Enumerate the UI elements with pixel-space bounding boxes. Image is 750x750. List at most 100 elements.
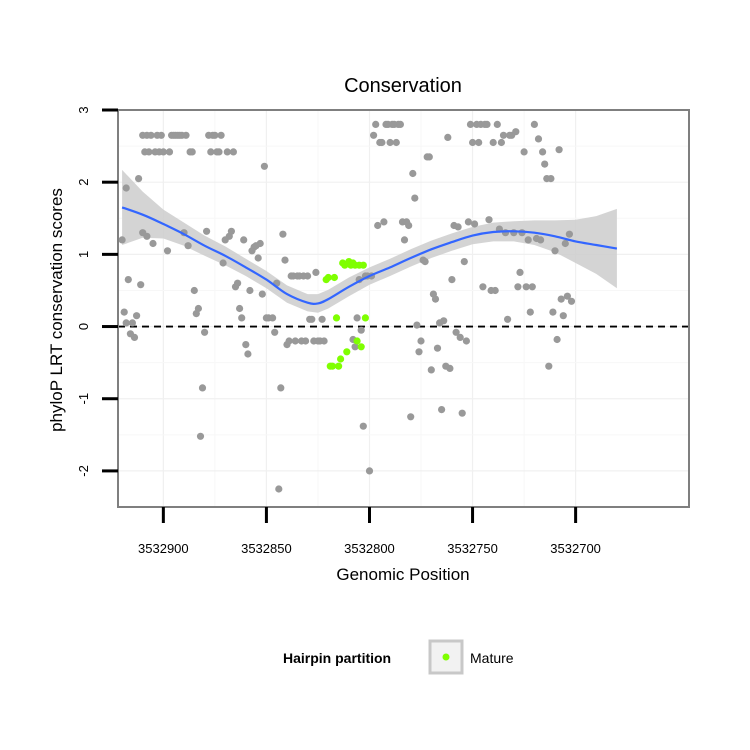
- legend: Hairpin partition Mature: [283, 639, 514, 675]
- y-axis: -2 -1 0 1 2 3: [76, 106, 118, 477]
- data-point: [534, 135, 543, 143]
- x-axis: 3532900 3532850 3532800 3532750 3532700: [138, 507, 601, 556]
- data-point: [499, 131, 508, 139]
- data-point: [528, 283, 536, 291]
- data-point: [234, 279, 242, 287]
- data-point: [512, 128, 520, 136]
- data-point: [497, 138, 505, 147]
- data-point: [545, 362, 553, 370]
- data-point: [184, 242, 192, 250]
- data-point: [217, 131, 225, 139]
- data-point: [374, 221, 382, 230]
- data-point: [452, 328, 460, 336]
- mature-point: [343, 348, 351, 356]
- data-point: [456, 333, 464, 341]
- data-point: [504, 315, 512, 323]
- data-point: [120, 308, 128, 316]
- data-point: [396, 120, 404, 128]
- data-point: [409, 169, 417, 178]
- y-axis-title: phyloP LRT conservation scores: [47, 188, 66, 432]
- y-tick-label: -1: [76, 393, 91, 405]
- data-point: [559, 312, 567, 320]
- data-point: [149, 239, 157, 248]
- data-point: [444, 133, 452, 141]
- data-point: [471, 220, 479, 228]
- data-point: [411, 194, 419, 202]
- data-point: [485, 216, 493, 224]
- data-point: [304, 272, 312, 280]
- data-point: [194, 304, 202, 313]
- data-point: [254, 254, 262, 262]
- data-point: [537, 236, 545, 244]
- data-point: [351, 343, 359, 351]
- data-point: [291, 337, 299, 345]
- data-point: [475, 138, 483, 147]
- x-tick-label: 3532850: [241, 541, 292, 556]
- data-point: [433, 344, 442, 352]
- smooth-curve-layer: [121, 206, 618, 305]
- data-point: [469, 138, 477, 147]
- data-point: [359, 422, 367, 430]
- mature-point: [361, 314, 369, 322]
- data-point: [246, 286, 254, 295]
- mature-point: [359, 261, 367, 269]
- data-point: [466, 120, 475, 128]
- mature-point: [357, 343, 365, 351]
- data-point: [454, 223, 462, 231]
- data-point: [567, 297, 576, 305]
- y-tick-label: 2: [76, 179, 91, 186]
- y-tick-label: 1: [76, 251, 91, 258]
- data-point: [400, 236, 409, 244]
- confidence-band: [122, 169, 617, 313]
- data-point: [357, 326, 365, 334]
- data-point: [551, 247, 559, 255]
- data-point: [549, 308, 557, 316]
- data-point: [489, 138, 497, 147]
- data-point: [372, 120, 380, 128]
- data-point: [275, 485, 283, 493]
- data-point: [427, 366, 435, 374]
- data-point: [240, 236, 248, 244]
- data-point: [565, 230, 574, 238]
- data-point: [555, 146, 563, 154]
- data-point: [464, 218, 472, 226]
- data-point: [312, 268, 320, 276]
- data-point: [448, 276, 456, 284]
- data-point: [405, 221, 413, 230]
- data-point: [462, 337, 470, 345]
- mature-point: [337, 355, 345, 363]
- x-tick-label: 3532700: [550, 541, 601, 556]
- legend-title: Hairpin partition: [283, 650, 391, 666]
- data-point: [458, 409, 466, 417]
- plot-background: [118, 110, 689, 507]
- data-point: [431, 295, 440, 303]
- data-point: [413, 321, 421, 329]
- data-point: [440, 317, 448, 325]
- data-point: [353, 314, 361, 322]
- data-point: [446, 364, 454, 372]
- data-point: [223, 148, 231, 156]
- plot-border: [117, 109, 690, 508]
- data-point: [370, 131, 378, 139]
- data-point: [236, 304, 244, 313]
- data-point: [524, 236, 532, 244]
- x-tick-label: 3532900: [138, 541, 189, 556]
- data-point: [190, 286, 198, 295]
- data-point: [308, 315, 316, 323]
- data-point: [143, 232, 151, 240]
- data-point: [242, 341, 250, 349]
- data-point: [196, 432, 205, 440]
- data-point: [130, 333, 139, 341]
- data-point: [211, 131, 219, 139]
- data-point: [425, 153, 433, 161]
- x-tick-label: 3532750: [447, 541, 498, 556]
- data-point: [514, 283, 522, 291]
- data-point: [271, 328, 279, 336]
- data-point: [277, 384, 285, 392]
- data-point: [219, 259, 227, 267]
- data-point: [365, 467, 374, 475]
- data-point: [198, 384, 207, 392]
- data-point: [530, 120, 539, 128]
